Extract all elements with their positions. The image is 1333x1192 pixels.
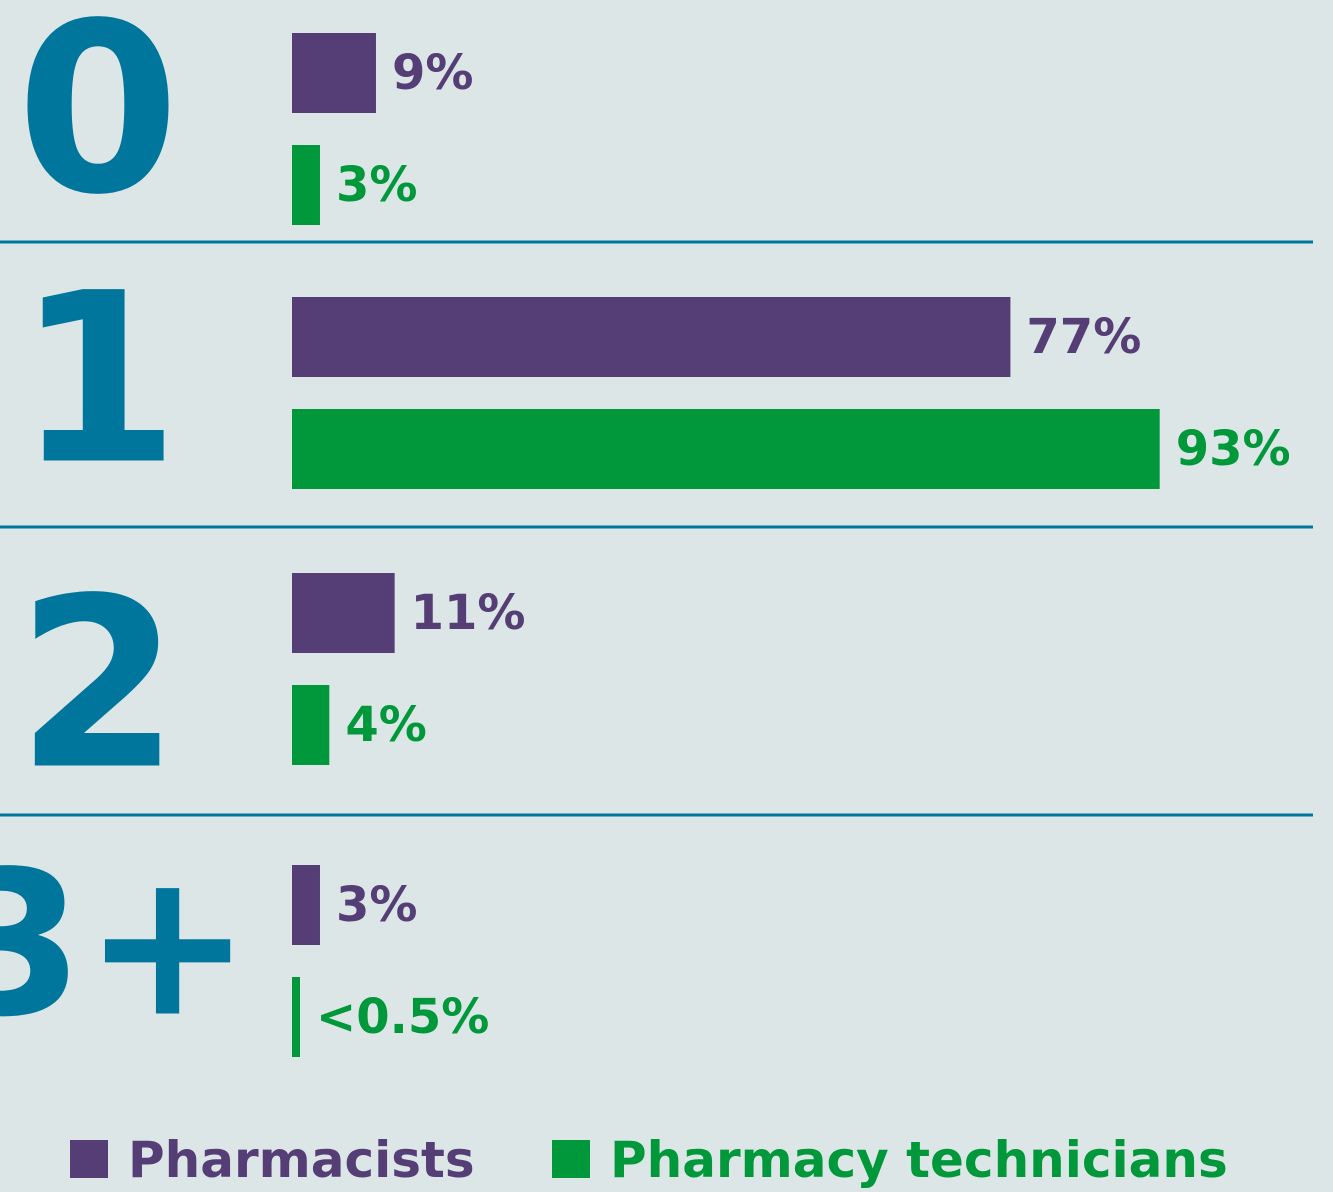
bar (292, 297, 1011, 377)
value-label: 4% (345, 697, 427, 753)
bar (292, 685, 330, 765)
value-label: 77% (1026, 309, 1141, 365)
value-label: 11% (411, 585, 526, 641)
category-label: 1 (16, 244, 180, 517)
value-label: 3% (336, 157, 418, 213)
category-label: 0 (16, 0, 180, 247)
value-label: 3% (336, 877, 418, 933)
legend-label: Pharmacists (128, 1131, 475, 1189)
value-label: <0.5% (316, 989, 489, 1045)
bar (292, 145, 320, 225)
bar (292, 573, 395, 653)
value-label: 9% (392, 45, 474, 101)
value-label: 93% (1176, 421, 1291, 477)
bar (292, 409, 1160, 489)
legend-swatch (552, 1140, 590, 1178)
bar (292, 865, 320, 945)
bar (292, 33, 376, 113)
category-label: 3+ (0, 829, 251, 1062)
bar (292, 977, 300, 1057)
legend-label: Pharmacy technicians (610, 1131, 1228, 1189)
category-label: 2 (16, 549, 180, 822)
legend-swatch (70, 1140, 108, 1178)
